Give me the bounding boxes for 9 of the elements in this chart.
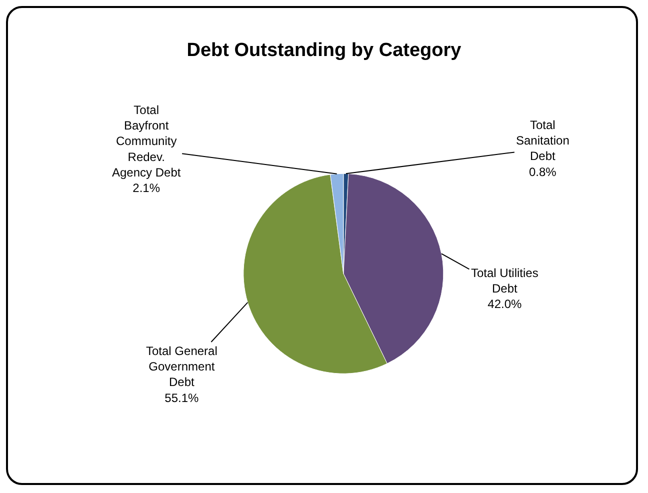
slice-label: Total Sanitation Debt <box>516 118 570 164</box>
slice-label: Total Utilities Debt <box>471 266 538 296</box>
data-label: 42.0% <box>488 297 522 312</box>
chart-title: Debt Outstanding by Category <box>186 40 462 61</box>
slice-label: Total Bayfront Community Redev. Agency Debt <box>112 103 182 180</box>
slice-label: Total General Government Debt <box>146 344 218 390</box>
data-label: 0.8% <box>529 164 557 179</box>
data-label: 55.1% <box>164 390 200 405</box>
data-label: 2.1% <box>132 181 160 195</box>
